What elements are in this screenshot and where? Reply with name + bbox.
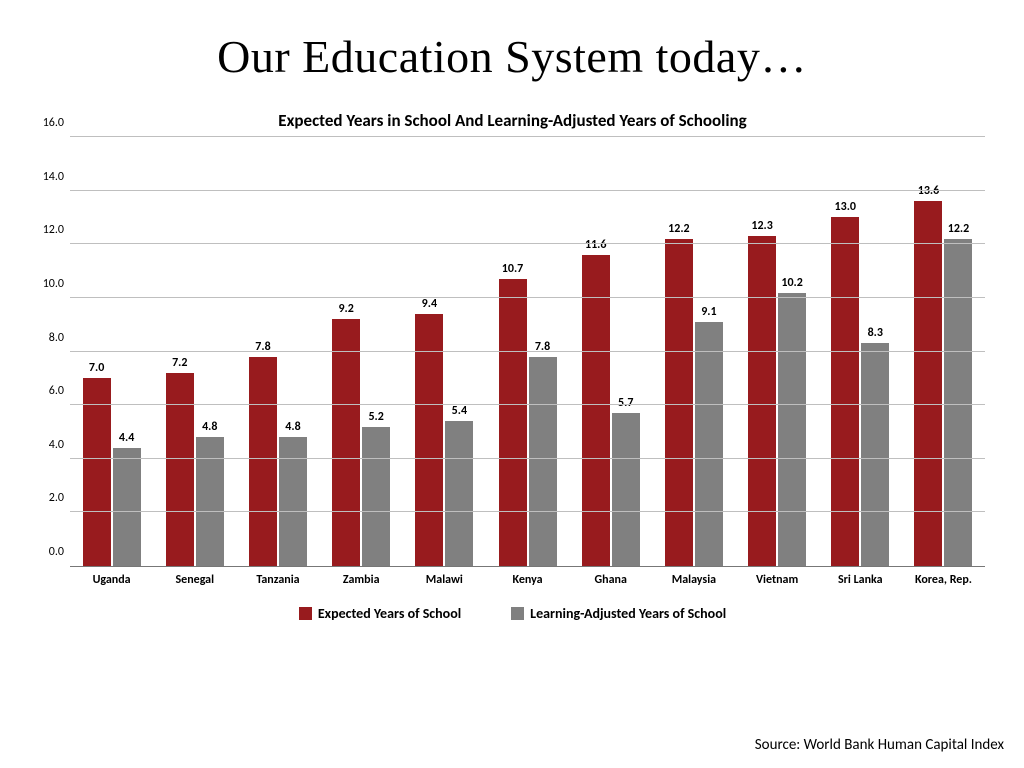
- grid-line: [70, 511, 985, 512]
- bar: 13.0: [831, 217, 859, 566]
- bar: 7.2: [166, 373, 194, 566]
- bars-row: 7.04.47.24.87.84.89.25.29.45.410.77.811.…: [70, 137, 985, 566]
- grid-line: [70, 243, 985, 244]
- grid-line: [70, 297, 985, 298]
- bar-group: 12.29.1: [652, 137, 735, 566]
- bar-group: 9.25.2: [320, 137, 403, 566]
- bar: 9.2: [332, 319, 360, 566]
- bar: 10.7: [499, 279, 527, 566]
- bar: 7.8: [249, 357, 277, 566]
- y-tick-label: 0.0: [49, 545, 64, 559]
- bar: 4.8: [196, 437, 224, 566]
- bar-value-label: 12.2: [948, 222, 969, 236]
- bar: 9.4: [415, 314, 443, 566]
- bar: 12.3: [748, 236, 776, 566]
- bar-value-label: 7.0: [89, 361, 104, 375]
- x-axis-label: Vietnam: [736, 573, 819, 587]
- y-tick-label: 10.0: [43, 277, 64, 291]
- bar-value-label: 9.4: [422, 297, 437, 311]
- y-tick-label: 8.0: [49, 331, 64, 345]
- y-tick-label: 16.0: [43, 116, 64, 130]
- bar-group: 12.310.2: [736, 137, 819, 566]
- bar-value-label: 4.8: [285, 420, 300, 434]
- legend-item: Learning-Adjusted Years of School: [511, 605, 726, 622]
- x-axis-label: Ghana: [569, 573, 652, 587]
- x-axis-label: Tanzania: [236, 573, 319, 587]
- plot-area: 7.04.47.24.87.84.89.25.29.45.410.77.811.…: [70, 137, 985, 567]
- grid-line: [70, 404, 985, 405]
- y-tick-label: 6.0: [49, 384, 64, 398]
- bar-value-label: 7.2: [172, 356, 187, 370]
- bar-value-label: 10.2: [781, 276, 802, 290]
- legend-item: Expected Years of School: [299, 605, 461, 622]
- bar: 11.6: [582, 255, 610, 566]
- bar: 4.8: [279, 437, 307, 566]
- bar-value-label: 8.3: [868, 326, 883, 340]
- x-axis-label: Korea, Rep.: [902, 573, 985, 587]
- bar-group: 13.08.3: [819, 137, 902, 566]
- bar-value-label: 5.4: [452, 404, 467, 418]
- chart-container: Expected Years in School And Learning-Ad…: [30, 110, 995, 670]
- y-tick-label: 4.0: [49, 438, 64, 452]
- bar: 4.4: [113, 448, 141, 566]
- x-axis-label: Zambia: [320, 573, 403, 587]
- x-axis-labels: UgandaSenegalTanzaniaZambiaMalawiKenyaGh…: [70, 573, 985, 587]
- bar-value-label: 4.4: [119, 431, 134, 445]
- y-tick-label: 12.0: [43, 223, 64, 237]
- bar-group: 13.6 12.2: [902, 137, 985, 566]
- grid-line: [70, 351, 985, 352]
- bar-value-label: 13.0: [835, 200, 856, 214]
- x-axis-label: Sri Lanka: [819, 573, 902, 587]
- bar-value-label: 12.2: [668, 222, 689, 236]
- bar-value-label: 9.1: [701, 305, 716, 319]
- bar: 12.2: [665, 239, 693, 566]
- legend-swatch: [299, 607, 312, 620]
- page-title: Our Education System today…: [0, 0, 1024, 83]
- x-axis-label: Senegal: [153, 573, 236, 587]
- bar-group: 7.24.8: [153, 137, 236, 566]
- bar: 5.2: [362, 427, 390, 566]
- bar-value-label: 13.6: [918, 184, 939, 198]
- bar: 5.4: [445, 421, 473, 566]
- bar-value-label: 12.3: [751, 219, 772, 233]
- source-citation: Source: World Bank Human Capital Index: [755, 736, 1004, 754]
- bar-value-label: 7.8: [535, 340, 550, 354]
- bar-group: 7.04.4: [70, 137, 153, 566]
- bar: 7.8: [529, 357, 557, 566]
- bar-value-label: 4.8: [202, 420, 217, 434]
- x-axis-label: Malaysia: [652, 573, 735, 587]
- y-tick-label: 14.0: [43, 170, 64, 184]
- bar-group: 11.65.7: [569, 137, 652, 566]
- x-axis-label: Kenya: [486, 573, 569, 587]
- bar-value-label: 5.2: [368, 410, 383, 424]
- bar: 5.7: [612, 413, 640, 566]
- bar-value-label: 10.7: [502, 262, 523, 276]
- bar-value-label: 9.2: [338, 302, 353, 316]
- grid-line: [70, 458, 985, 459]
- x-axis-label: Malawi: [403, 573, 486, 587]
- legend-swatch: [511, 607, 524, 620]
- bar-group: 10.77.8: [486, 137, 569, 566]
- x-axis-label: Uganda: [70, 573, 153, 587]
- bar-value-label: 7.8: [255, 340, 270, 354]
- y-tick-label: 2.0: [49, 491, 64, 505]
- bar: 10.2: [778, 293, 806, 566]
- chart-title: Expected Years in School And Learning-Ad…: [30, 110, 995, 131]
- legend-label: Expected Years of School: [318, 605, 461, 622]
- bar: 9.1: [695, 322, 723, 566]
- grid-line: [70, 136, 985, 137]
- legend: Expected Years of School Learning-Adjuste…: [30, 605, 995, 622]
- grid-line: [70, 190, 985, 191]
- legend-label: Learning-Adjusted Years of School: [530, 605, 726, 622]
- bar: 12.2: [944, 239, 972, 566]
- bar: 7.0: [83, 378, 111, 566]
- bar: 8.3: [861, 343, 889, 566]
- bar-group: 9.45.4: [403, 137, 486, 566]
- bar-value-label: 11.6: [585, 238, 606, 252]
- bar-group: 7.84.8: [236, 137, 319, 566]
